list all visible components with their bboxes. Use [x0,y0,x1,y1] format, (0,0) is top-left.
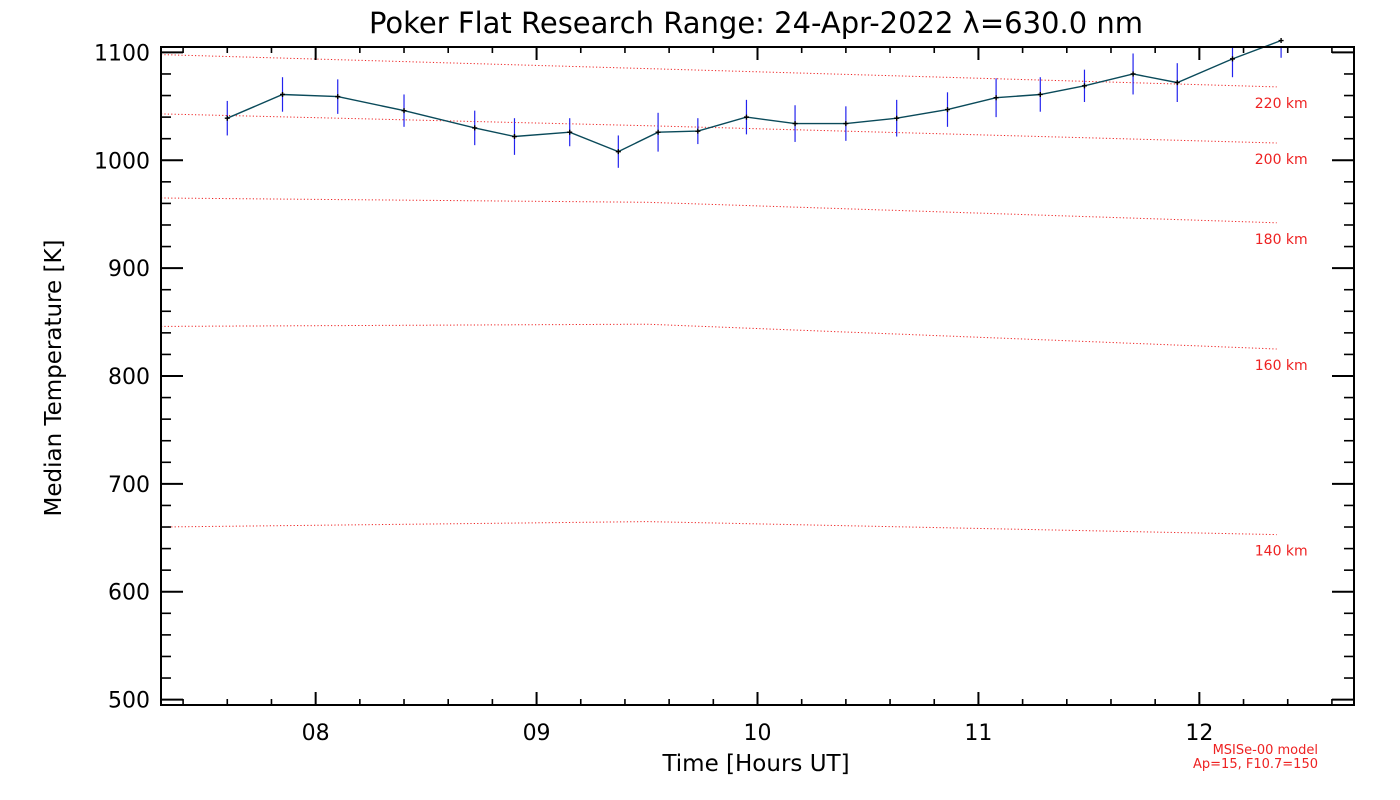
data-point-2 [335,94,341,100]
reference-line-label-2: 180 km [1255,232,1308,248]
data-point-3 [401,108,407,114]
reference-line-label-0: 220 km [1255,96,1308,112]
reference-line-0 [160,54,1277,88]
data-point-1 [280,91,286,97]
data-point-15 [993,95,999,101]
data-point-13 [894,115,900,121]
x-tick-label: 09 [523,721,551,746]
model-note-line-2: Ap=15, F10.7=150 [1193,757,1318,772]
data-point-19 [1174,80,1180,86]
y-tick-label: 700 [108,473,150,498]
x-tick-label: 10 [744,721,772,746]
reference-line-1 [160,113,1277,144]
y-tick-label: 900 [108,257,150,282]
y-tick-label: 800 [108,365,150,390]
data-point-9 [695,128,701,134]
reference-line-label-4: 140 km [1255,544,1308,560]
data-point-20 [1229,56,1235,62]
data-point-4 [472,125,478,131]
plot-frame [160,46,1355,706]
y-axis-label: Median Temperature [K] [41,240,67,517]
model-note-line-1: MSISe-00 model [1213,743,1318,758]
y-tick-label: 500 [108,689,150,714]
data-point-14 [944,107,950,113]
x-tick-label: 08 [302,721,330,746]
y-tick-label: 600 [108,581,150,606]
data-point-5 [511,134,517,140]
data-point-18 [1130,71,1136,77]
data-point-16 [1037,91,1043,97]
data-point-6 [567,129,573,135]
series-line-0 [227,39,1282,153]
reference-line-4 [160,521,1277,536]
data-point-0 [224,115,230,121]
reference-line-2 [160,197,1277,224]
data-point-10 [743,114,749,120]
model-reference-lines: 220 km 200 km 180 km 160 km 140 km [160,54,1308,560]
data-point-12 [843,121,849,127]
reference-line-3 [160,323,1277,350]
axis-ticks: 08 09 10 11 12 500 600 700 800 900 1000 1100 [94,41,1354,746]
data-point-8 [655,129,661,135]
chart-title: Poker Flat Research Range: 24-Apr-2022 λ… [369,6,1143,40]
temperature-series [224,38,1284,168]
data-point-11 [792,121,798,127]
reference-line-label-1: 200 km [1255,152,1308,168]
data-point-17 [1081,83,1087,89]
y-tick-label: 1100 [94,41,150,66]
data-point-21 [1278,38,1284,44]
reference-line-label-3: 160 km [1255,358,1308,374]
y-tick-label: 1000 [94,149,150,174]
x-axis-label: Time [Hours UT] [661,751,849,777]
x-tick-label: 11 [964,721,992,746]
data-point-7 [615,149,621,155]
x-tick-label: 12 [1185,721,1213,746]
